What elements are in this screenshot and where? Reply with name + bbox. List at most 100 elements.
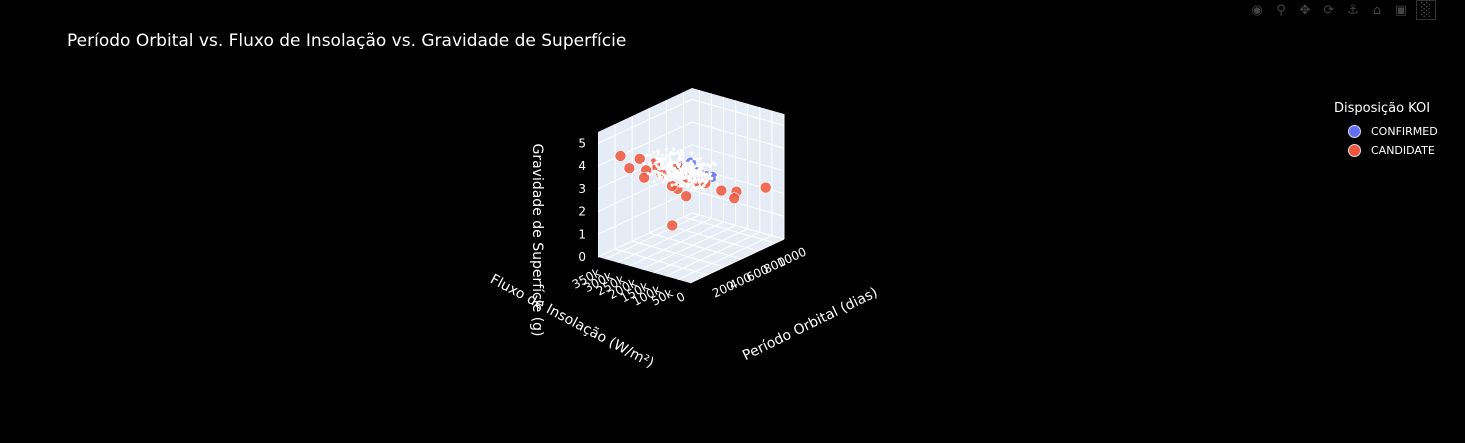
- cluster-point: [698, 156, 702, 161]
- modebar: ◉ ⚲ ✥ ⟳ ⚓ ⌂ ▣ ░: [1248, 0, 1436, 20]
- cluster-point: [656, 149, 660, 153]
- cluster-point: [684, 182, 688, 186]
- candidate-point: [715, 184, 728, 197]
- cluster-point: [667, 155, 672, 159]
- zoom-icon[interactable]: ⚲: [1276, 2, 1286, 18]
- cluster-point: [706, 176, 710, 180]
- cluster-point: [673, 172, 677, 176]
- cluster-point: [692, 176, 697, 180]
- gravity-tick-label: 5: [578, 136, 586, 150]
- cluster-point: [689, 151, 694, 155]
- legend-marker-candidate: [1348, 144, 1361, 157]
- candidate-point: [623, 162, 636, 175]
- candidate-point: [728, 192, 741, 205]
- cluster-point: [689, 170, 693, 174]
- turntable-icon[interactable]: ⚓: [1347, 2, 1359, 18]
- gravity-tick-label: 2: [578, 205, 586, 219]
- camera-icon[interactable]: ◉: [1251, 2, 1263, 18]
- cluster-point: [691, 185, 696, 189]
- cluster-point: [660, 159, 664, 163]
- cluster-point: [684, 171, 688, 175]
- gravity-gridline: [691, 121, 785, 149]
- orbit-icon[interactable]: ⟳: [1323, 2, 1335, 18]
- cluster-point: [672, 152, 677, 156]
- cluster-point: [676, 151, 680, 155]
- gravity-gridline: [597, 121, 693, 167]
- cluster-point: [679, 149, 684, 153]
- flux-gridline: [641, 224, 736, 270]
- cluster-point: [671, 160, 675, 165]
- cluster-point: [661, 153, 665, 157]
- cluster-point: [691, 162, 695, 166]
- cluster-point: [687, 163, 691, 167]
- cluster-point: [652, 169, 657, 173]
- period-gridline: [614, 248, 708, 276]
- legend-item-candidate[interactable]: CANDIDATE: [1336, 141, 1438, 160]
- flux-gridline: [653, 228, 748, 274]
- cluster-point: [713, 162, 717, 166]
- side-wall-pane: [692, 88, 784, 239]
- cluster-point: [662, 157, 666, 161]
- cluster-point: [702, 162, 707, 166]
- cluster-point: [655, 164, 659, 168]
- cluster-point: [681, 166, 685, 170]
- gravity-gridline: [691, 189, 785, 217]
- cluster-point: [686, 185, 690, 189]
- cluster-point: [667, 177, 671, 181]
- flux-gridline: [605, 214, 700, 260]
- pan-icon[interactable]: ✥: [1299, 2, 1311, 18]
- cluster-point: [664, 147, 668, 151]
- gravity-gridline: [597, 212, 693, 258]
- cluster-point: [689, 160, 693, 164]
- cluster-point: [656, 152, 660, 156]
- candidate-point: [666, 219, 679, 232]
- cluster-point: [641, 162, 646, 166]
- cluster-point: [670, 183, 674, 187]
- cluster-point: [658, 165, 663, 169]
- cluster-point: [676, 163, 680, 167]
- cluster-point: [649, 153, 653, 158]
- cluster-point: [700, 173, 704, 177]
- period-gridline: [666, 224, 759, 252]
- legend-title: Disposição KOI: [1334, 101, 1431, 116]
- cluster-point: [652, 151, 656, 155]
- cluster-point: [679, 156, 683, 161]
- gravity-gridline: [691, 98, 785, 126]
- cluster-point: [665, 170, 669, 174]
- cluster-point: [657, 176, 661, 180]
- gravity-tick-label: 4: [578, 159, 586, 173]
- flux-gridline: [665, 231, 761, 277]
- cluster-point: [702, 177, 706, 181]
- plotly-logo-icon[interactable]: ░: [1416, 0, 1436, 20]
- cluster-point: [688, 173, 692, 177]
- cluster-point: [702, 184, 706, 188]
- cluster-point: [661, 180, 665, 184]
- period-gridline: [632, 240, 725, 268]
- cluster-point: [700, 167, 704, 171]
- cluster-point: [710, 176, 714, 180]
- chart-title: Período Orbital vs. Fluxo de Insolação v…: [67, 31, 627, 51]
- candidate-point: [759, 181, 772, 194]
- legend-label-confirmed: CONFIRMED: [1371, 125, 1438, 138]
- reset-camera-icon[interactable]: ▣: [1394, 2, 1408, 18]
- cluster-point: [681, 152, 685, 156]
- cluster-point: [653, 162, 657, 166]
- cluster-point: [667, 166, 671, 170]
- cluster-point: [695, 186, 699, 190]
- cluster-point: [694, 171, 698, 175]
- gravity-tick-label: 3: [578, 182, 586, 196]
- cluster-point: [674, 175, 678, 179]
- legend-item-confirmed[interactable]: CONFIRMED: [1336, 122, 1438, 141]
- cluster-point: [692, 157, 696, 161]
- legend-label-candidate: CANDIDATE: [1371, 144, 1435, 157]
- cluster-point: [681, 176, 685, 180]
- home-icon[interactable]: ⌂: [1372, 2, 1382, 18]
- gravity-tick-label: 1: [578, 227, 586, 241]
- legend: Disposição KOI CONFIRMED CANDIDATE: [1334, 101, 1438, 160]
- cluster-point: [680, 184, 684, 188]
- cluster-point: [689, 188, 693, 193]
- candidate-point: [614, 150, 627, 162]
- cluster-point: [697, 170, 701, 174]
- cluster-point: [701, 187, 705, 191]
